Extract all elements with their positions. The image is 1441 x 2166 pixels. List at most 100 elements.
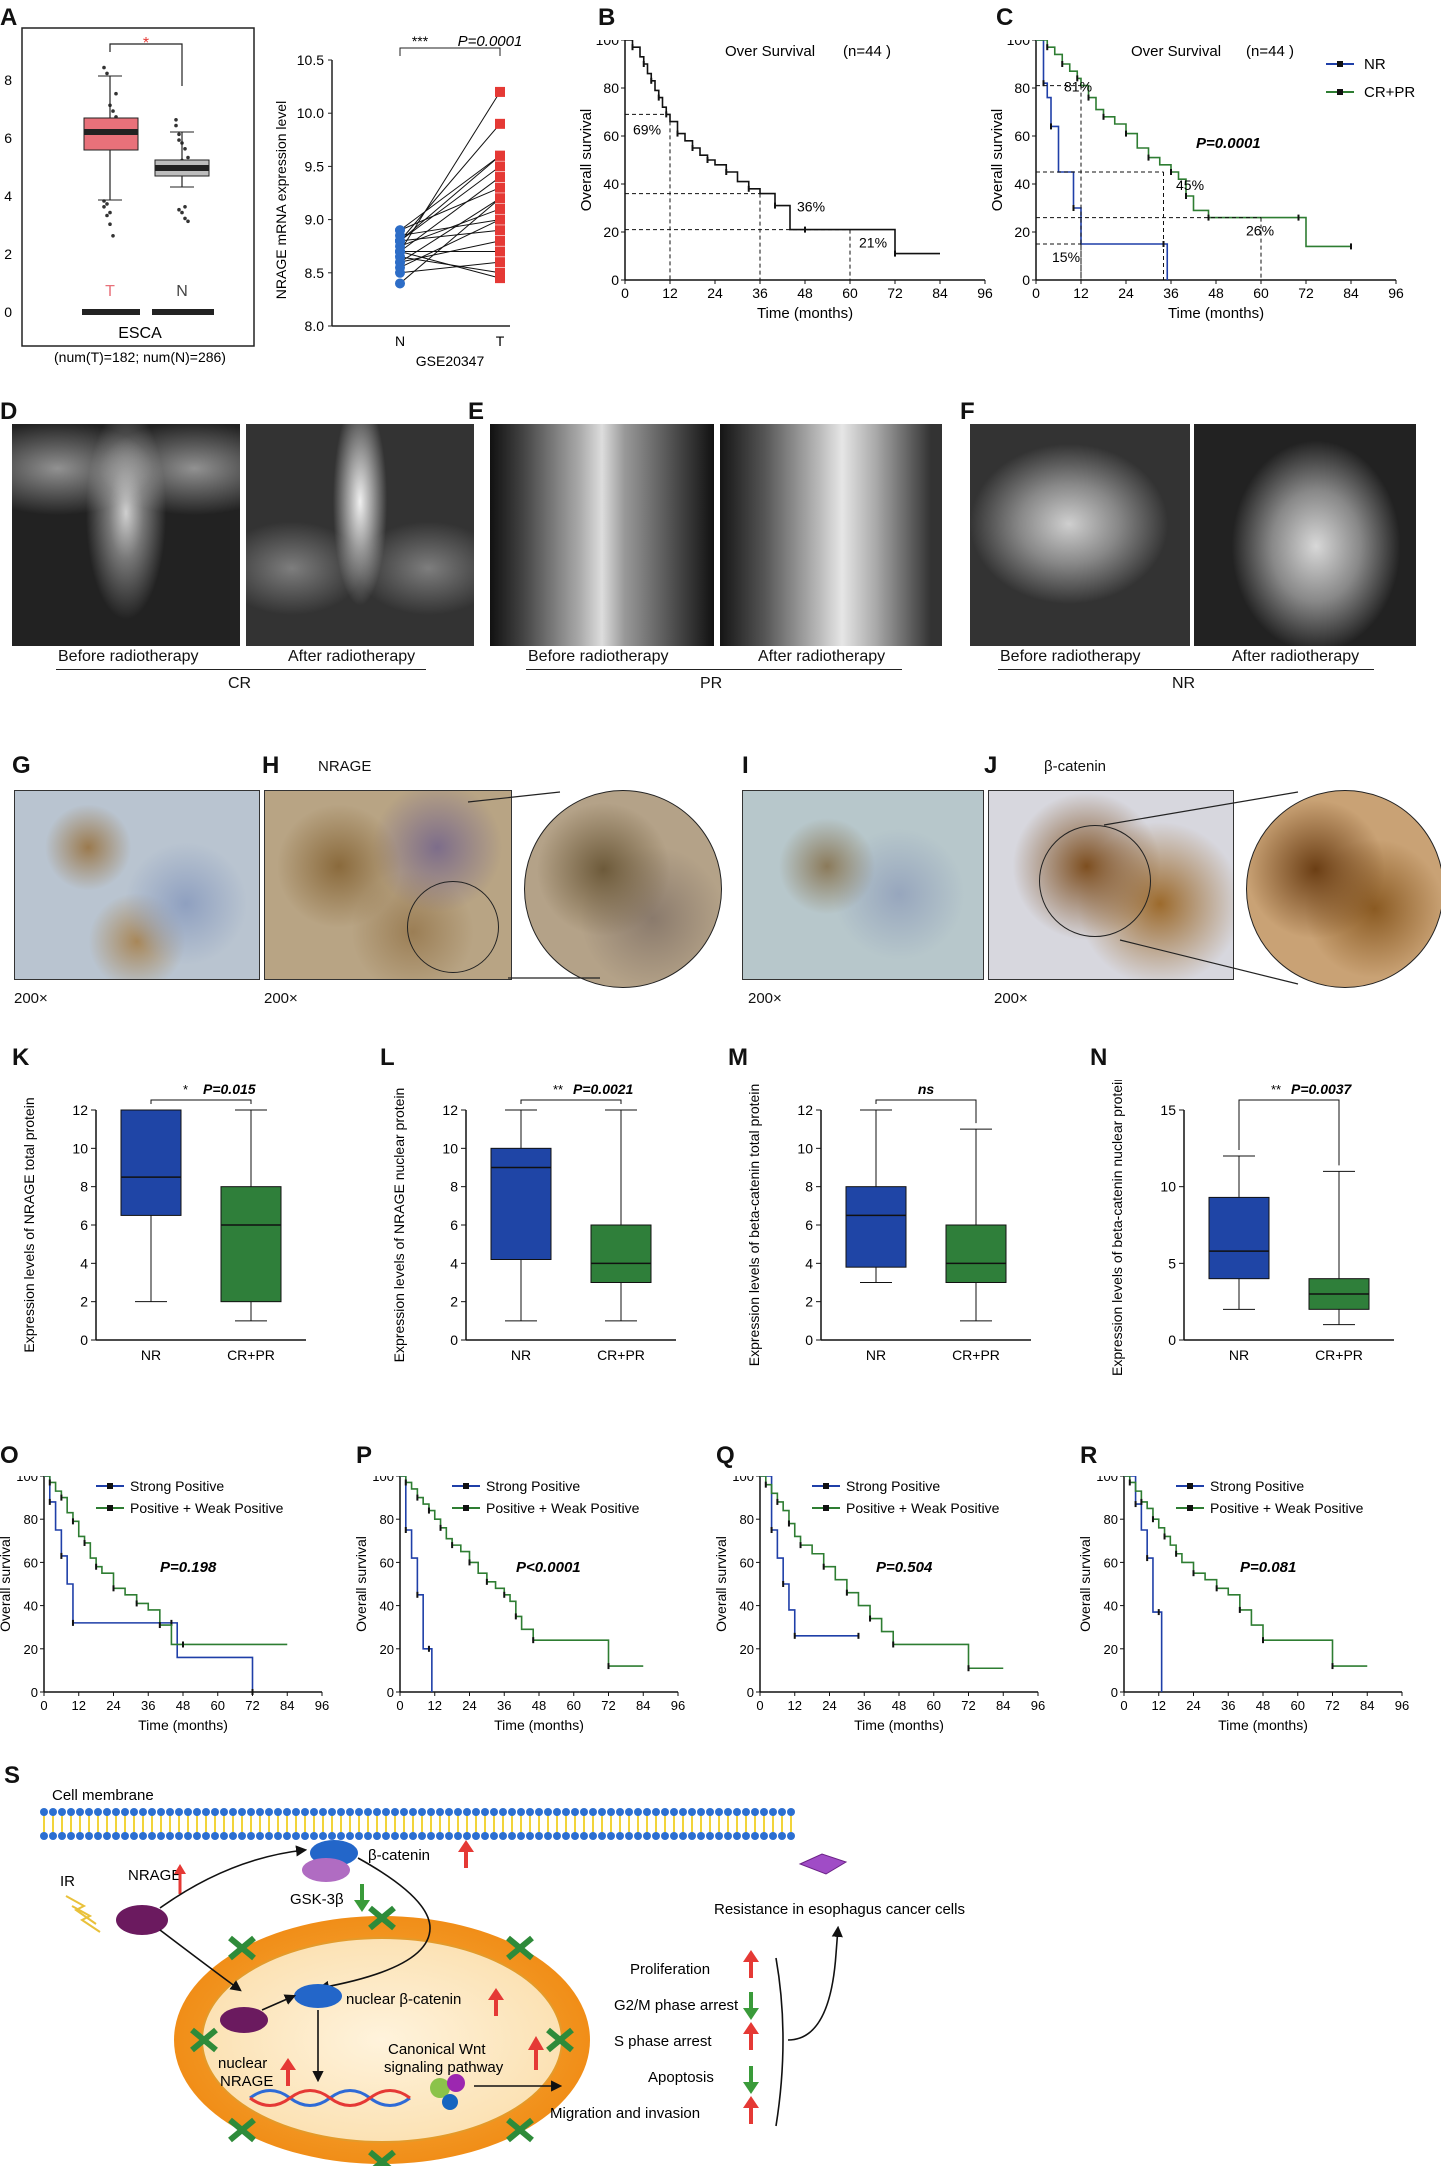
membrane-head <box>58 1832 66 1840</box>
a-left-t-outlier <box>102 205 106 209</box>
membrane-head <box>418 1832 426 1840</box>
membrane-head <box>580 1808 588 1816</box>
panel-letter-f: F <box>960 398 975 425</box>
wnt-label-1: Canonical Wnt <box>388 2041 486 2058</box>
a-right-sig: *** <box>412 33 429 49</box>
membrane-head <box>274 1808 282 1816</box>
chart-n-box: 0 5 10 15 Expression levels of beta-catenin … <box>1109 1080 1394 1376</box>
tf-complex-blue-icon <box>442 2094 458 2110</box>
membrane-head <box>778 1832 786 1840</box>
km-legend-pwp: Positive + Weak Positive <box>1210 1500 1364 1516</box>
panel-letter-s: S <box>4 1762 21 1789</box>
km-curve <box>625 40 940 255</box>
membrane-head <box>742 1832 750 1840</box>
outcome-g2m: G2/M phase arrest <box>614 1997 739 2014</box>
km-ytick: 60 <box>380 1555 394 1570</box>
membrane-head <box>310 1808 318 1816</box>
membrane-head <box>67 1832 75 1840</box>
nuclear-pore <box>506 2117 534 2143</box>
km-xtick: 60 <box>1253 285 1269 301</box>
a-right-xcat-n: N <box>395 333 405 349</box>
membrane-head <box>121 1808 129 1816</box>
a-right-xcat-t: T <box>496 333 505 349</box>
prolif-up-arrow-icon <box>743 1950 759 1978</box>
panel-letter-m: M <box>728 1044 748 1071</box>
km-xtick: 48 <box>1256 1698 1270 1713</box>
km-xtick: 72 <box>1325 1698 1339 1713</box>
box-iqr <box>590 1224 652 1283</box>
km-xtick: 0 <box>1120 1698 1127 1713</box>
panel-letter-g: G <box>12 752 31 779</box>
box-xcat: NR <box>511 1347 531 1363</box>
chart-p-km: 0 20 40 60 80 100 0 12 24 36 48 60 72 84 96 Time (month… <box>356 1476 685 1733</box>
a-right-pair-line <box>399 187 501 231</box>
box-iqr <box>120 1109 182 1216</box>
box-p: P=0.0037 <box>1291 1081 1353 1097</box>
chart-b-km: 0 20 40 60 80 100 0 12 24 36 48 60 72 84 96 Time (month… <box>578 40 993 322</box>
chart-c-km: 0 20 40 60 80 100 0 12 24 36 48 60 72 84 96 Time (month… <box>989 40 1415 322</box>
xray-pr-after <box>720 424 942 646</box>
outcomes-brace <box>775 1957 784 2127</box>
a-right-ytick: 8.5 <box>305 265 325 281</box>
box-sig: * <box>183 1082 188 1097</box>
nrage-label: NRAGE <box>128 1867 181 1884</box>
xray-cr-before <box>12 424 240 646</box>
membrane-head <box>463 1808 471 1816</box>
membrane-head <box>571 1808 579 1816</box>
km-xlabel: Time (months) <box>494 1717 584 1733</box>
a-left-dataset: ESCA <box>118 325 162 342</box>
box-ytick: 12 <box>442 1102 458 1118</box>
xray-cr-after-label: After radiotherapy <box>288 648 416 665</box>
a-right-point-t <box>495 235 505 246</box>
membrane-head <box>454 1808 462 1816</box>
ihc-j-zoom-region <box>1039 825 1151 937</box>
membrane-head <box>517 1832 525 1840</box>
box-iqr <box>1208 1196 1270 1280</box>
nuc-nrage-up-arrow-icon <box>280 2058 296 2086</box>
membrane-head <box>688 1808 696 1816</box>
km-c-pct: 15% <box>1052 249 1080 265</box>
km-ytick: 100 <box>1007 40 1031 48</box>
membrane-head <box>337 1808 345 1816</box>
a-left-t-outlier <box>111 234 115 238</box>
membrane-head <box>706 1832 714 1840</box>
chart-k-box: 0 2 4 6 8 10 12 Expression levels of NRAGE tota… <box>21 1081 306 1363</box>
nuclear-pore <box>368 2149 396 2166</box>
km-xtick: 96 <box>1031 1698 1045 1713</box>
km-curve <box>760 1476 859 1637</box>
membrane-head <box>319 1808 327 1816</box>
box-ytick: 6 <box>450 1217 458 1233</box>
membrane-head <box>175 1808 183 1816</box>
nuc-nrage-label-1: nuclear <box>218 2055 267 2072</box>
chart-q-km: 0 20 40 60 80 100 0 12 24 36 48 60 72 84 96 Time (month… <box>716 1476 1045 1733</box>
a-right-pair-line <box>399 219 501 268</box>
a-left-n-outlier <box>180 210 184 215</box>
panel-letter-j: J <box>984 752 998 779</box>
box-xcat: CR+PR <box>597 1347 645 1363</box>
membrane-head <box>121 1832 129 1840</box>
membrane-head <box>157 1808 165 1816</box>
km-xtick: 72 <box>245 1698 259 1713</box>
ihc-j-zoom <box>1246 790 1441 988</box>
km-c-n: (n=44 ) <box>1246 43 1294 60</box>
box-xcat: CR+PR <box>952 1347 1000 1363</box>
membrane-head <box>355 1808 363 1816</box>
wnt-label-2: signaling pathway <box>384 2059 504 2076</box>
membrane-head <box>139 1832 147 1840</box>
km-p: P=0.198 <box>160 1559 217 1576</box>
membrane-head <box>472 1832 480 1840</box>
km-xtick: 36 <box>497 1698 511 1713</box>
box-ytick: 5 <box>1168 1255 1176 1271</box>
a-left-n-outlier <box>177 207 181 212</box>
box-xcat: NR <box>866 1347 886 1363</box>
box-ytick: 0 <box>1168 1332 1176 1348</box>
membrane-head <box>247 1808 255 1816</box>
km-xtick: 24 <box>462 1698 476 1713</box>
km-ytick: 40 <box>603 176 619 192</box>
box-ylabel: Expression levels of beta-catenin total … <box>746 1084 762 1367</box>
membrane-head <box>697 1832 705 1840</box>
a-left-n-outlier <box>186 155 190 160</box>
membrane-head <box>76 1832 84 1840</box>
chart-o-km: 0 20 40 60 80 100 0 12 24 36 48 60 72 84 96 Time (month… <box>0 1476 329 1733</box>
membrane-head <box>283 1808 291 1816</box>
